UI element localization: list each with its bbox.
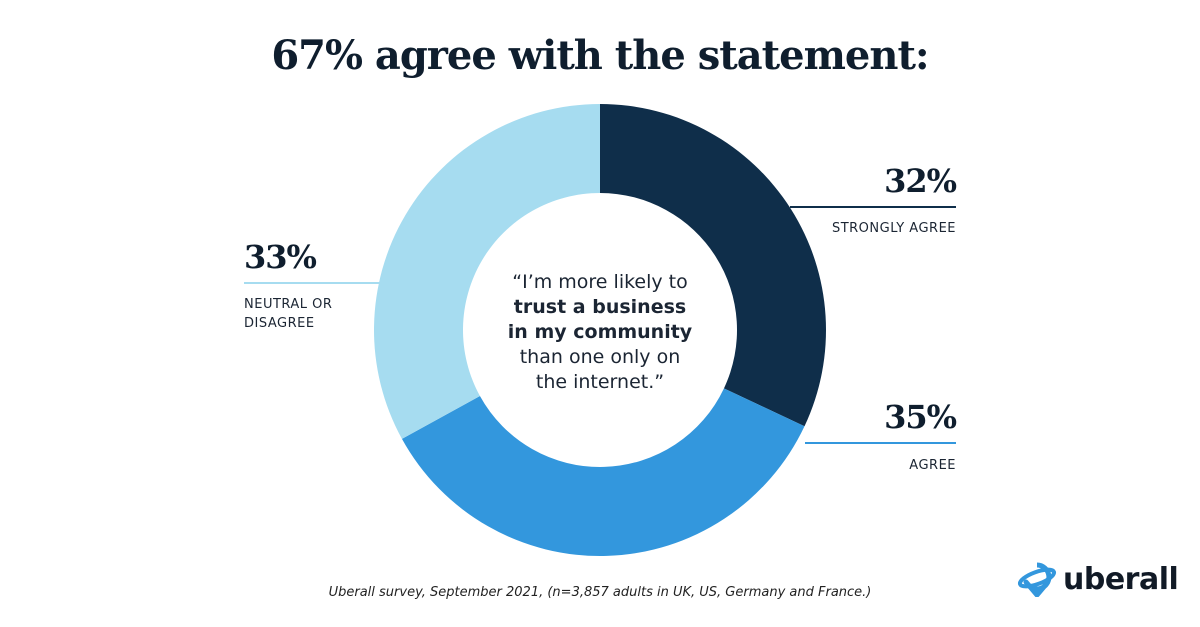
data-label-neutral-pct: 33% bbox=[244, 238, 317, 276]
quote-bold-line: in my community bbox=[507, 321, 693, 343]
data-label-agree-pct: 35% bbox=[884, 398, 957, 436]
data-label-neutral: NEUTRAL OR DISAGREE bbox=[244, 295, 332, 333]
planet-icon bbox=[1017, 562, 1057, 597]
quote-line: than one only on bbox=[519, 346, 681, 368]
leader-line-neutral bbox=[244, 282, 380, 284]
quote-line: “I’m more likely to bbox=[512, 271, 688, 293]
data-label-strongly-agree-pct: 32% bbox=[884, 162, 957, 200]
leader-line-agree bbox=[805, 442, 956, 444]
label-line: DISAGREE bbox=[244, 316, 315, 331]
data-label-agree: AGREE bbox=[909, 458, 956, 473]
donut-slice-neutral-or-disagree bbox=[373, 104, 600, 439]
chart-title: 67% agree with the statement: bbox=[271, 32, 929, 79]
leader-line-strongly-agree bbox=[790, 206, 956, 208]
source-note: Uberall survey, September 2021, (n=3,857… bbox=[328, 585, 872, 600]
logo-text: uberall bbox=[1063, 561, 1179, 597]
quote-bold-line: trust a business bbox=[513, 296, 687, 318]
uberall-logo: uberall bbox=[1017, 561, 1179, 597]
label-line: NEUTRAL OR bbox=[244, 297, 333, 312]
data-label-strongly-agree: STRONGLY AGREE bbox=[831, 221, 956, 236]
quote-line: the internet.” bbox=[535, 371, 665, 393]
donut-slice-strongly-agree bbox=[600, 104, 826, 427]
donut-slice-agree bbox=[401, 388, 805, 556]
center-quote: “I’m more likely to trust a business in … bbox=[470, 270, 730, 395]
